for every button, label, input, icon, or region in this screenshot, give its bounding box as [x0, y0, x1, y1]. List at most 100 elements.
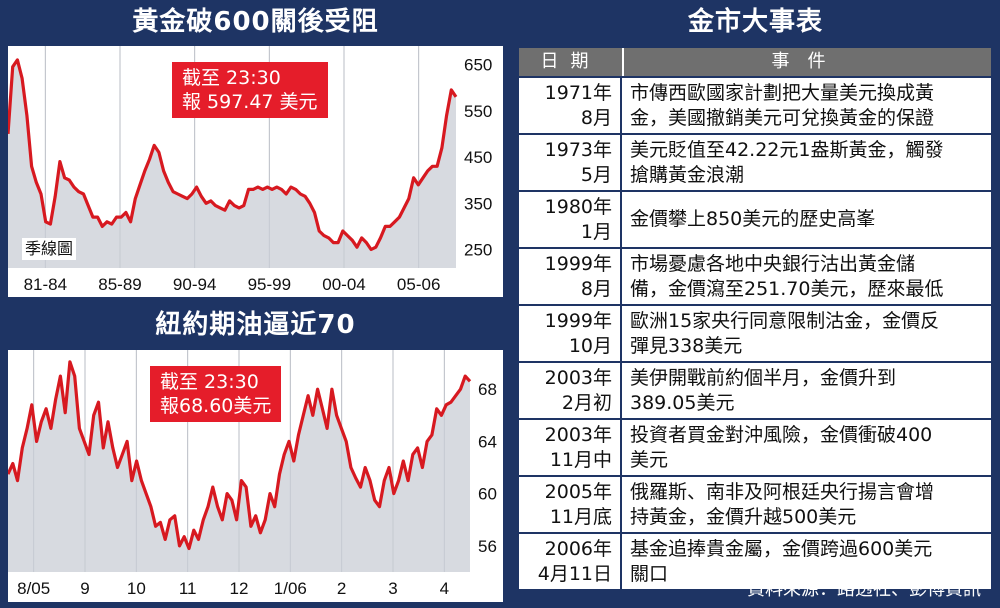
x-tick-label: 8/05 [17, 579, 50, 598]
table-row: 2006年 4月11日 基金追捧貴金屬，金價跨過600美元 關口 [519, 532, 991, 589]
row-date-line: 11月中 [549, 449, 612, 471]
x-tick-label: 2 [337, 579, 346, 598]
row-event-line: 市場憂慮各地中央銀行沽出黃金儲 [630, 253, 916, 275]
table-row: 2003年 2月初 美伊開戰前約個半月，金價升到 389.05美元 [519, 361, 991, 418]
x-tick-label: 9 [80, 579, 89, 598]
row-date: 2003年 2月初 [519, 363, 622, 418]
row-event: 美元貶值至42.22元1盎斯黃金，觸發 搶購黃金浪潮 [622, 135, 991, 190]
x-tick-label: 10 [127, 579, 146, 598]
x-tick-label: 95-99 [248, 275, 291, 294]
row-date-line: 8月 [580, 107, 612, 129]
oil-chart-title: 紐約期油逼近70 [155, 310, 356, 340]
series-line [8, 360, 472, 551]
table-row: 2005年 11月底 俄羅斯、南非及阿根廷央行揚言會增 持黃金，金價升越500美元 [519, 475, 991, 532]
gold-sub-label: 季線圖 [22, 238, 77, 260]
row-date-line: 2003年 [544, 424, 612, 446]
row-event: 基金追捧貴金屬，金價跨過600美元 關口 [622, 534, 991, 589]
table-row: 2003年 11月中 投資者買金對沖風險，金價衝破400 美元 [519, 418, 991, 475]
row-date-line: 5月 [580, 164, 612, 186]
table-row: 1999年 8月 市場憂慮各地中央銀行沽出黃金儲備，金價瀉至251.70美元，歷來最… [519, 247, 991, 304]
row-event: 金價攀上850美元的歷史高峯 [622, 192, 991, 247]
row-event-line: 搶購黃金浪潮 [630, 164, 745, 186]
row-event: 市傳西歐國家計劃把大量美元換成黃 金，美國撤銷美元可兌換黃金的保證 [622, 78, 991, 133]
oil-annotation-line-2: 報68.60美元 [160, 395, 272, 417]
row-event-line: 投資者買金對沖風險，金價衝破400 [630, 424, 933, 446]
series-line [8, 58, 458, 252]
row-event: 美伊開戰前約個半月，金價升到 389.05美元 [622, 363, 991, 418]
table-row: 1971年 8月 市傳西歐國家計劃把大量美元換成黃 金，美國撤銷美元可兌換黃金的保證 [519, 76, 991, 133]
row-date-line: 8月 [580, 278, 612, 300]
x-tick-label: 90-94 [173, 275, 216, 294]
y-tick-label: 550 [464, 102, 492, 121]
row-date-line: 1999年 [544, 310, 612, 332]
source-note: 資料來源：路透社、彭博資訊 [747, 579, 981, 600]
y-tick-label: 56 [478, 537, 497, 556]
table-row: 1980年 1月 金價攀上850美元的歷史高峯 [519, 190, 991, 247]
row-event: 市場憂慮各地中央銀行沽出黃金儲備，金價瀉至251.70美元，歷來最低 [622, 249, 991, 304]
y-tick-label: 250 [464, 241, 492, 260]
row-event-line: 美伊開戰前約個半月，金價升到 [630, 367, 897, 389]
oil-annotation-line-1: 截至 23:30 [160, 371, 259, 393]
x-tick-label: 11 [179, 579, 197, 598]
row-date-line: 11月底 [549, 506, 612, 528]
x-tick-label: 85-89 [98, 275, 141, 294]
row-event-line: 歐洲15家央行同意限制沽金，金價反 [630, 310, 940, 332]
row-date: 2005年 11月底 [519, 477, 622, 532]
table-header: 日期 事件 [519, 48, 991, 76]
events-table: 日期 事件 1971年 8月 市傳西歐國家計劃把大量美元換成黃 金，美國撤銷美元可兌換… [519, 48, 991, 589]
gold-chart-title: 黃金破600關後受阻 [132, 7, 379, 37]
row-date: 1971年 8月 [519, 78, 622, 133]
table-title: 金市大事表 [687, 7, 823, 37]
row-date-line: 1980年 [544, 196, 612, 218]
x-tick-label: 05-06 [397, 275, 440, 294]
row-event-line: 美元 [630, 449, 669, 471]
y-tick-label: 64 [478, 432, 497, 451]
x-tick-label: 12 [230, 579, 249, 598]
row-event: 歐洲15家央行同意限制沽金，金價反 彈見338美元 [622, 306, 991, 361]
row-date-line: 4月11日 [537, 563, 612, 585]
row-date: 1999年 10月 [519, 306, 622, 361]
y-tick-label: 450 [464, 148, 492, 167]
x-tick-label: 81-84 [24, 275, 67, 294]
row-event-line: 金，美國撤銷美元可兌換黃金的保證 [630, 107, 935, 129]
gold-annotation-line-2: 報 597.47 美元 [182, 91, 318, 113]
row-date: 1973年 5月 [519, 135, 622, 190]
row-event: 投資者買金對沖風險，金價衝破400 美元 [622, 420, 991, 475]
header-date: 日期 [540, 51, 601, 72]
row-date-line: 2003年 [544, 367, 612, 389]
row-date: 1980年 1月 [519, 192, 622, 247]
row-date-line: 10月 [568, 335, 612, 357]
row-event-line: 基金追捧貴金屬，金價跨過600美元 [630, 538, 933, 560]
row-date-line: 2005年 [544, 481, 612, 503]
gold-annotation-line-1: 截至 23:30 [182, 67, 281, 89]
row-event-line: 美元貶值至42.22元1盎斯黃金，觸發 [630, 139, 944, 161]
row-event-line: 關口 [630, 563, 669, 585]
row-event-line: 金價攀上850美元的歷史高峯 [630, 208, 876, 230]
y-tick-label: 350 [464, 194, 492, 213]
row-date: 2003年 11月中 [519, 420, 622, 475]
row-date: 1999年 8月 [519, 249, 622, 304]
table-row: 1999年 10月 歐洲15家央行同意限制沽金，金價反 彈見338美元 [519, 304, 991, 361]
y-tick-label: 650 [464, 56, 492, 75]
row-event-line: 備，金價瀉至251.70美元，歷來最低 [630, 278, 944, 300]
gold-annotation: 截至 23:30 報 597.47 美元 [172, 62, 328, 118]
row-date-line: 2月初 [561, 392, 612, 414]
x-tick-label: 1/06 [274, 579, 307, 598]
row-date-line: 1973年 [544, 139, 612, 161]
row-date: 2006年 4月11日 [519, 534, 622, 589]
row-date-line: 1月 [580, 221, 612, 243]
row-event-line: 俄羅斯、南非及阿根廷央行揚言會增 [630, 481, 935, 503]
y-tick-label: 60 [478, 485, 497, 504]
x-tick-label: 3 [388, 579, 397, 598]
x-tick-label: 4 [440, 579, 449, 598]
y-tick-label: 68 [478, 380, 497, 399]
row-date-line: 1971年 [544, 82, 612, 104]
row-event: 俄羅斯、南非及阿根廷央行揚言會增 持黃金，金價升越500美元 [622, 477, 991, 532]
row-event-line: 持黃金，金價升越500美元 [630, 506, 857, 528]
x-tick-label: 00-04 [322, 275, 365, 294]
row-event-line: 389.05美元 [630, 392, 735, 414]
row-date-line: 1999年 [544, 253, 612, 275]
table-row: 1973年 5月 美元貶值至42.22元1盎斯黃金，觸發 搶購黃金浪潮 [519, 133, 991, 190]
gold-chart-panel: 250 350 450 550 650 81-84 85-89 90-94 95-99 00-04… [8, 46, 503, 297]
area-fill [8, 361, 470, 572]
